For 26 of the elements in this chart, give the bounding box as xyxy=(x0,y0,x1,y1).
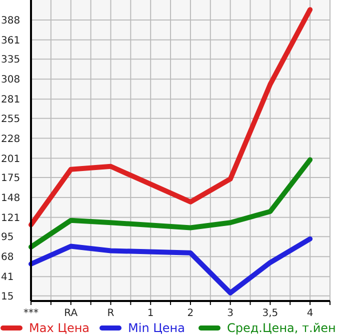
y-tick-label: 335 xyxy=(1,54,20,66)
x-tick-label: 3,5 xyxy=(262,308,278,319)
y-tick-label: 175 xyxy=(1,172,20,184)
y-tick-label: 308 xyxy=(1,74,20,86)
x-tick-label: RA xyxy=(64,308,78,319)
y-tick-label: 148 xyxy=(1,192,20,204)
x-tick-label: 3 xyxy=(227,308,234,319)
legend-label: Min Цена xyxy=(128,321,186,335)
y-tick-label: 121 xyxy=(1,212,20,224)
y-tick-label: 201 xyxy=(1,154,20,165)
x-tick-label: 4 xyxy=(306,308,314,319)
y-tick-label: 15 xyxy=(1,291,14,302)
y-tick-label: 281 xyxy=(1,94,20,106)
x-tick-label: *** xyxy=(24,308,38,319)
x-tick-label: R xyxy=(107,308,114,319)
x-tick-label: 2 xyxy=(187,308,194,319)
legend-label: Max Цена xyxy=(29,321,90,335)
y-tick-label: 255 xyxy=(1,114,20,125)
y-tick-label: 228 xyxy=(1,134,20,145)
x-tick-label: 1 xyxy=(147,308,154,319)
y-tick-label: 41 xyxy=(1,272,14,284)
y-tick-label: 95 xyxy=(1,232,14,244)
y-tick-label: 68 xyxy=(1,252,14,264)
legend-label: Сред.Цена, т.йен xyxy=(227,321,336,335)
y-tick-label: 388 xyxy=(1,15,20,26)
y-tick-label: 361 xyxy=(1,35,20,46)
